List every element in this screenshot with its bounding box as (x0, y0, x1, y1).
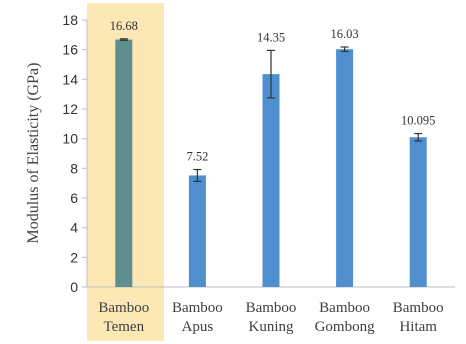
bar (115, 39, 133, 287)
y-tick-label: 4 (70, 220, 78, 236)
error-bar (193, 168, 202, 182)
data-label: 10.095 (401, 114, 435, 128)
error-bar (119, 38, 128, 41)
bars (115, 39, 427, 288)
data-label: 16.68 (110, 19, 138, 33)
error-bar (340, 46, 349, 53)
data-label: 16.03 (331, 27, 359, 41)
data-labels: 16.68 7.52 14.35 16.03 10.095 (110, 19, 436, 164)
bar (409, 137, 427, 287)
category-label: Bamboo (319, 300, 370, 316)
bar (336, 49, 354, 288)
category-label: Kuning (249, 319, 295, 335)
bar (188, 175, 206, 287)
y-tick-label: 0 (70, 279, 78, 295)
category-label: Bamboo (172, 300, 223, 316)
y-tick-label: 12 (62, 101, 78, 117)
x-axis-categories: Bamboo Temen Bamboo Apus Bamboo Kuning Bamboo G… (98, 300, 443, 335)
y-axis-label: Modulus of Elasticity (GPa) (25, 63, 42, 244)
y-tick-label: 16 (62, 42, 78, 58)
y-axis-ticks: 0 2 4 6 8 10 12 14 16 18 (62, 12, 87, 295)
y-tick-label: 18 (62, 12, 78, 28)
category-label: Hitam (399, 319, 437, 335)
category-label: Bamboo (98, 300, 149, 316)
y-tick-label: 6 (70, 190, 78, 206)
data-label: 14.35 (257, 30, 285, 44)
category-label: Bamboo (393, 300, 444, 316)
category-label: Gombong (315, 319, 376, 335)
error-bar (414, 132, 423, 142)
error-bars (119, 38, 423, 182)
category-label: Temen (103, 319, 144, 335)
error-bar (267, 49, 275, 99)
data-label: 7.52 (186, 150, 208, 164)
category-label: Bamboo (246, 300, 297, 316)
category-label: Apus (182, 319, 214, 335)
y-tick-label: 2 (70, 249, 78, 265)
y-tick-label: 8 (70, 160, 78, 176)
bar (262, 74, 280, 288)
y-tick-label: 10 (62, 131, 78, 147)
y-tick-label: 14 (62, 71, 78, 87)
